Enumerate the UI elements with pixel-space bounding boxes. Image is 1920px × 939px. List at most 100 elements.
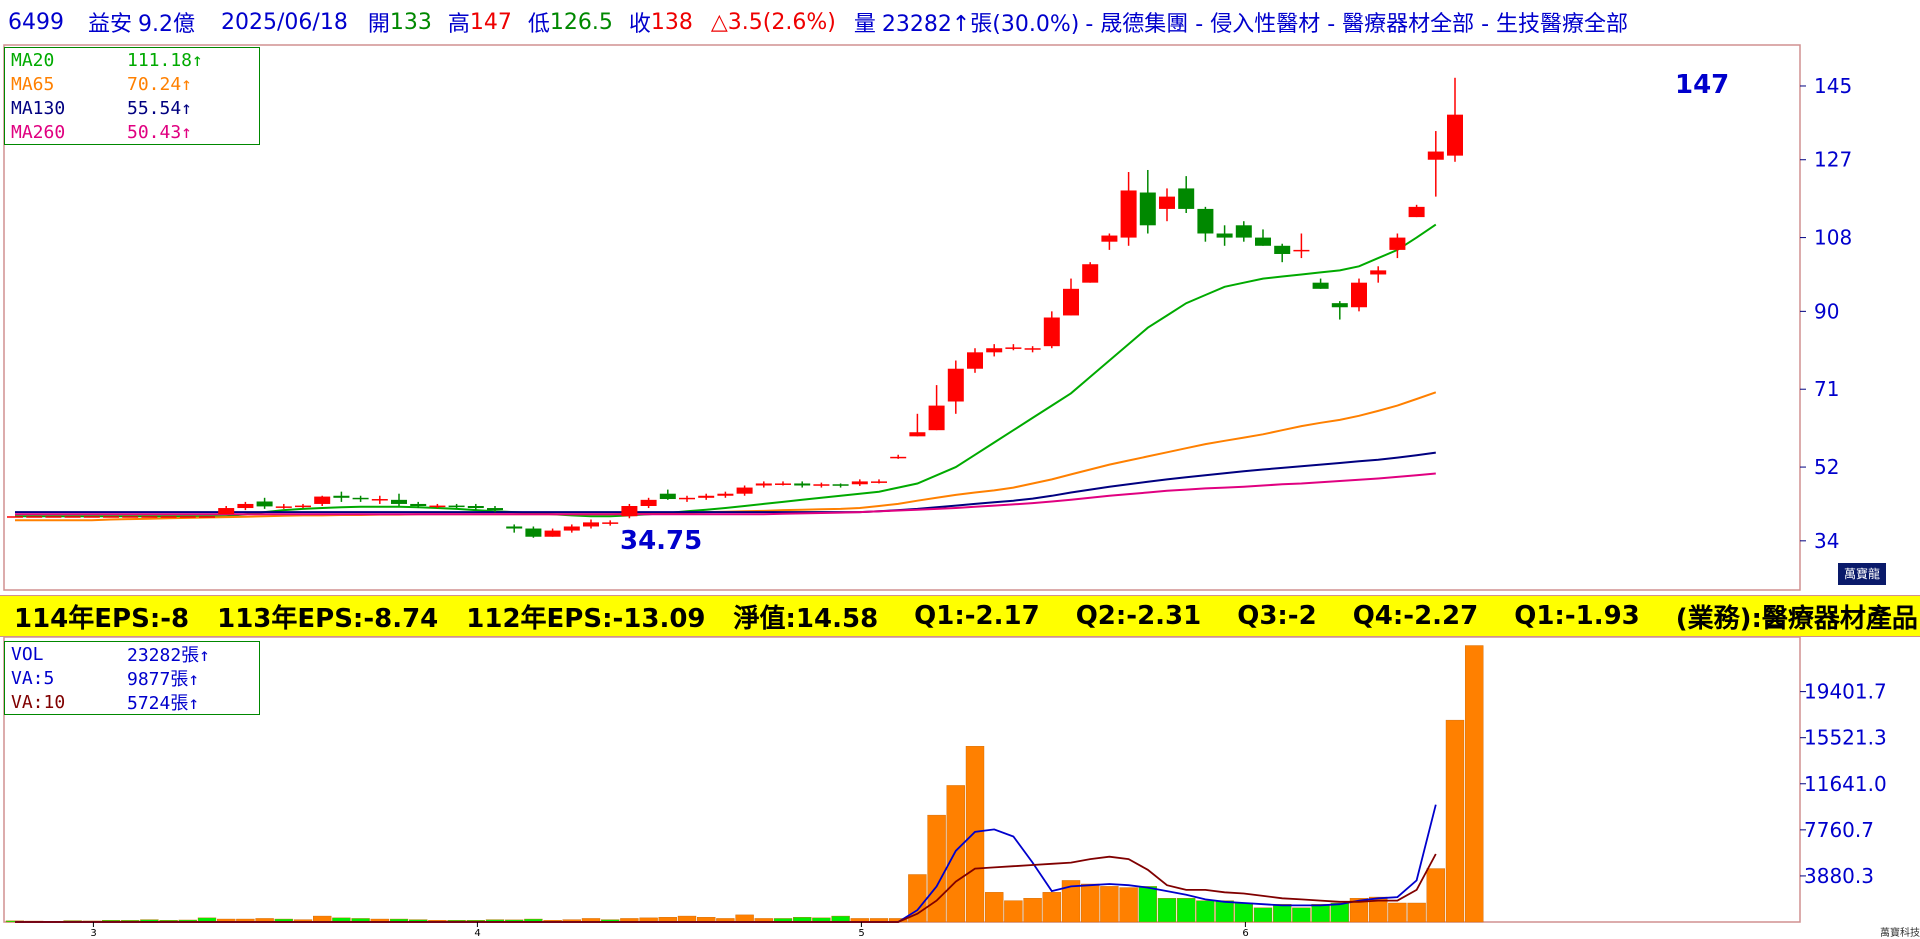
candle-body — [832, 484, 849, 486]
volume-bar — [1196, 900, 1215, 923]
volume-bar — [1445, 719, 1465, 923]
ma260-line — [15, 472, 1436, 516]
candle-body — [7, 516, 23, 518]
high-annotation: 147 — [1675, 70, 1730, 100]
ma130-label: MA130 — [11, 97, 66, 119]
candle-body — [813, 484, 830, 486]
va5-legend-row: VA:5 9877張↑ — [5, 666, 259, 691]
candle-body — [659, 493, 676, 500]
date-tick-label: 3 — [90, 928, 96, 938]
volume-bar — [985, 892, 1004, 923]
candle-body — [1447, 114, 1463, 156]
quote-date: 2025/06/18 — [221, 9, 348, 35]
volume-bar — [1215, 900, 1234, 923]
candle-body — [986, 348, 1003, 353]
candle-body — [1255, 237, 1271, 246]
candle-body — [1178, 188, 1195, 209]
volume-bar — [1234, 902, 1254, 923]
stock-name: 益安 — [88, 12, 133, 37]
price-tick-label: 145 — [1814, 74, 1852, 98]
candle-body — [890, 456, 907, 459]
volume-bar — [1407, 902, 1426, 923]
price-axis: 34 52 71 90 108 127 145 — [1800, 74, 1852, 553]
close-label: 收 — [628, 12, 651, 37]
volume-panel-frame — [3, 636, 1801, 923]
business-desc: (業務):醫療器材產品 — [1675, 603, 1918, 634]
candle-body — [83, 516, 100, 518]
candle-body — [525, 528, 542, 537]
candle-body — [928, 405, 945, 431]
candle-body — [467, 505, 484, 509]
va10-line — [15, 853, 1437, 923]
price-tick-label: 127 — [1814, 148, 1852, 172]
candle-body — [640, 499, 657, 506]
candle-body — [1351, 282, 1367, 308]
eps-114: 114年EPS:-8 — [14, 603, 190, 634]
stock-code: 6499 — [8, 9, 64, 35]
ma260-legend-row: MA260 50.43↑ — [5, 120, 259, 144]
volume-bar — [1157, 898, 1177, 923]
candle-body — [391, 499, 407, 504]
volume-bar — [1292, 907, 1311, 923]
candle-body — [1408, 206, 1425, 218]
candle-body — [775, 483, 791, 485]
candle-body — [871, 481, 887, 483]
volume-tick-label: 11641.0 — [1804, 772, 1887, 796]
volume-bar — [1388, 902, 1407, 923]
volume-bar — [1311, 903, 1330, 923]
volume-bar — [965, 746, 985, 923]
volume-bar — [1253, 907, 1273, 923]
ma130-line — [15, 451, 1436, 514]
candle-body — [237, 503, 254, 509]
candle-body — [1197, 208, 1214, 234]
candle-body — [314, 496, 331, 504]
vol-legend-row: VOL 23282張↑ — [5, 642, 259, 667]
price-tick-label: 90 — [1814, 299, 1839, 323]
candle-body — [1274, 245, 1291, 254]
candle-body — [429, 505, 446, 508]
candle-body — [544, 530, 561, 537]
volume-axis: 3880.3 7760.7 11641.0 15521.3 19401.7 — [1800, 680, 1887, 888]
q3-eps: Q3:-2 — [1237, 601, 1317, 631]
candle-body — [1024, 348, 1041, 350]
candle-body — [295, 505, 311, 508]
volume-bar — [946, 785, 965, 923]
candle-body — [967, 352, 983, 369]
date-tick-label: 5 — [858, 928, 864, 938]
quote-header: 6499 益安 9.2億 2025/06/18 開 133 高 147 低 126.5… — [0, 0, 1920, 44]
group-tags: - 晟德集團 - 侵入性醫材 - 醫療器材全部 - 生技醫療全部 — [1085, 12, 1629, 37]
volume-bar — [1176, 898, 1196, 923]
price-tick-label: 34 — [1814, 529, 1839, 553]
ma20-value: 111.18↑ — [127, 49, 203, 71]
candle-body — [602, 522, 619, 524]
va5-label: VA:5 — [11, 667, 55, 689]
ma65-label: MA65 — [11, 73, 55, 95]
candle-body — [275, 506, 292, 508]
open-label: 開 — [367, 12, 390, 37]
candle-body — [160, 516, 177, 518]
candle-body — [947, 368, 964, 402]
volume-bar — [1004, 900, 1023, 923]
candle-body — [1101, 235, 1118, 242]
price-tick-label: 108 — [1814, 226, 1852, 250]
candle-body — [583, 522, 599, 527]
vol-value: 23282張↑ — [127, 645, 211, 666]
candle-body — [621, 505, 638, 517]
volume-bar — [735, 914, 754, 923]
ma65-value: 70.24↑ — [127, 73, 193, 95]
vol-label: VOL — [11, 643, 44, 665]
market-cap: 9.2億 — [138, 12, 196, 37]
volume-value: 23282↑張(30.0%) — [881, 12, 1080, 37]
candle-body — [1005, 347, 1022, 349]
vendor-logo-small: 萬寶科技 — [1880, 928, 1920, 939]
candle-body — [698, 495, 715, 498]
eps-113: 113年EPS:-8.74 — [217, 603, 439, 634]
candle-body — [717, 493, 734, 496]
volume-bars — [5, 645, 1484, 923]
q4-eps: Q4:-2.27 — [1352, 601, 1479, 631]
candle-body — [410, 503, 427, 506]
volume-bar — [1042, 892, 1062, 923]
volume-bar — [1100, 886, 1119, 923]
date-axis: 3 4 5 6 — [90, 922, 1249, 938]
